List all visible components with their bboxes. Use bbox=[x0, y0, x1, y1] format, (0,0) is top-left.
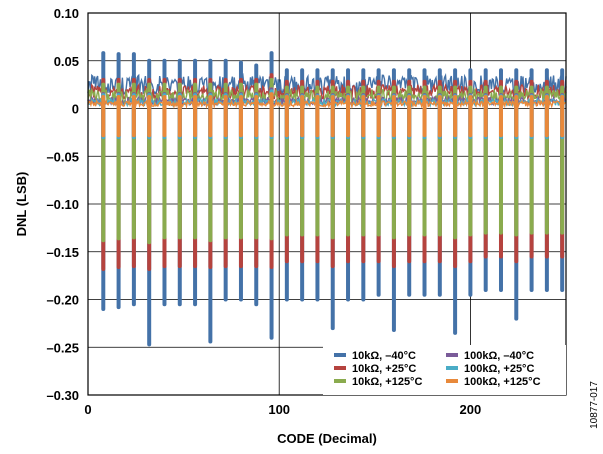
y-tick-label: –0.15 bbox=[46, 245, 79, 260]
y-tick-label: 0 bbox=[72, 102, 79, 117]
y-tick-labels: 0.10 0.05 0 –0.05 –0.10 –0.15 –0.20 –0.25 –0.30 bbox=[46, 6, 79, 403]
legend-background bbox=[323, 345, 566, 395]
series-layer bbox=[87, 51, 567, 347]
figure-id: 10877-017 bbox=[589, 381, 600, 429]
x-tick-label: 100 bbox=[268, 402, 290, 417]
y-tick-label: –0.05 bbox=[46, 149, 79, 164]
x-tick-label: 200 bbox=[460, 402, 482, 417]
y-tick-label: –0.25 bbox=[46, 340, 79, 355]
legend-entry: 100kΩ, +125°C bbox=[464, 376, 541, 388]
x-tick-label: 0 bbox=[84, 402, 91, 417]
x-tick-labels: 0 100 200 bbox=[84, 402, 481, 417]
y-tick-label: 0.10 bbox=[54, 6, 79, 21]
legend-entry: 10kΩ, +25°C bbox=[352, 363, 416, 375]
legend-entry: 100kΩ, +25°C bbox=[464, 363, 534, 375]
y-tick-label: –0.10 bbox=[46, 197, 79, 212]
legend-entry: 100kΩ, –40°C bbox=[464, 350, 534, 362]
y-tick-label: –0.20 bbox=[46, 293, 79, 308]
y-tick-label: –0.30 bbox=[46, 388, 79, 403]
y-axis-title: DNL (LSB) bbox=[14, 172, 29, 237]
x-axis-title: CODE (Decimal) bbox=[277, 431, 377, 446]
legend-entry: 10kΩ, +125°C bbox=[352, 376, 422, 388]
grid-lines bbox=[87, 12, 566, 396]
y-tick-label: 0.05 bbox=[54, 54, 79, 69]
series-6 bbox=[87, 92, 567, 138]
legend-entry: 10kΩ, –40°C bbox=[352, 350, 416, 362]
